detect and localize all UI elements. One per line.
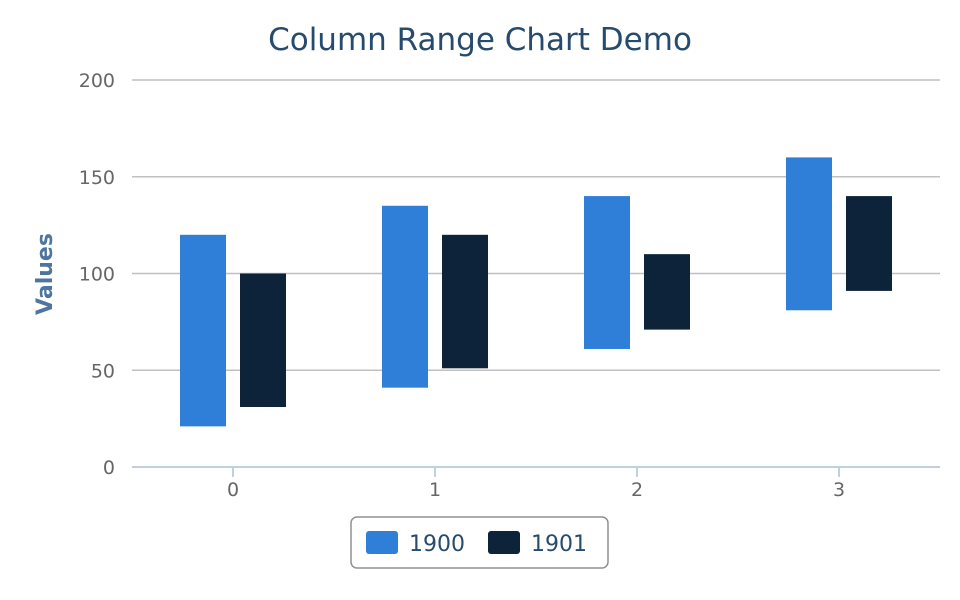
- range-bar[interactable]: [240, 273, 286, 408]
- y-tick-label: 0: [103, 457, 115, 479]
- x-tick-label: 1: [429, 479, 441, 501]
- range-bar[interactable]: [180, 234, 226, 427]
- x-tick-label: 2: [631, 479, 643, 501]
- legend-swatch: [488, 531, 520, 554]
- y-tick-label: 50: [91, 360, 115, 382]
- legend-swatch: [366, 531, 398, 554]
- range-bar[interactable]: [584, 196, 630, 349]
- legend-box: [350, 516, 609, 569]
- x-tick-label: 3: [833, 479, 845, 501]
- x-tick-label: 0: [227, 479, 239, 501]
- range-bar[interactable]: [644, 254, 690, 330]
- y-axis-title: Values: [33, 233, 58, 315]
- range-bar[interactable]: [786, 157, 832, 311]
- legend-label: 1901: [531, 532, 587, 557]
- x-axis: 0 1 2 3: [132, 466, 940, 501]
- range-bar[interactable]: [442, 234, 488, 369]
- series-1901: [240, 196, 892, 408]
- legend-item-1901[interactable]: 1901: [488, 531, 587, 557]
- series-1900: [180, 157, 832, 427]
- range-bar[interactable]: [382, 205, 428, 388]
- legend-label: 1900: [409, 532, 465, 557]
- plot-area: [180, 157, 892, 427]
- range-bar[interactable]: [846, 196, 892, 291]
- y-axis-labels: 0 50 100 150 200: [79, 70, 115, 479]
- y-tick-label: 150: [79, 167, 115, 189]
- legend-item-1900[interactable]: 1900: [366, 531, 465, 557]
- chart-title: Column Range Chart Demo: [268, 22, 692, 58]
- legend: 1900 1901: [350, 516, 609, 569]
- y-tick-label: 100: [79, 264, 115, 286]
- y-tick-label: 200: [79, 70, 115, 92]
